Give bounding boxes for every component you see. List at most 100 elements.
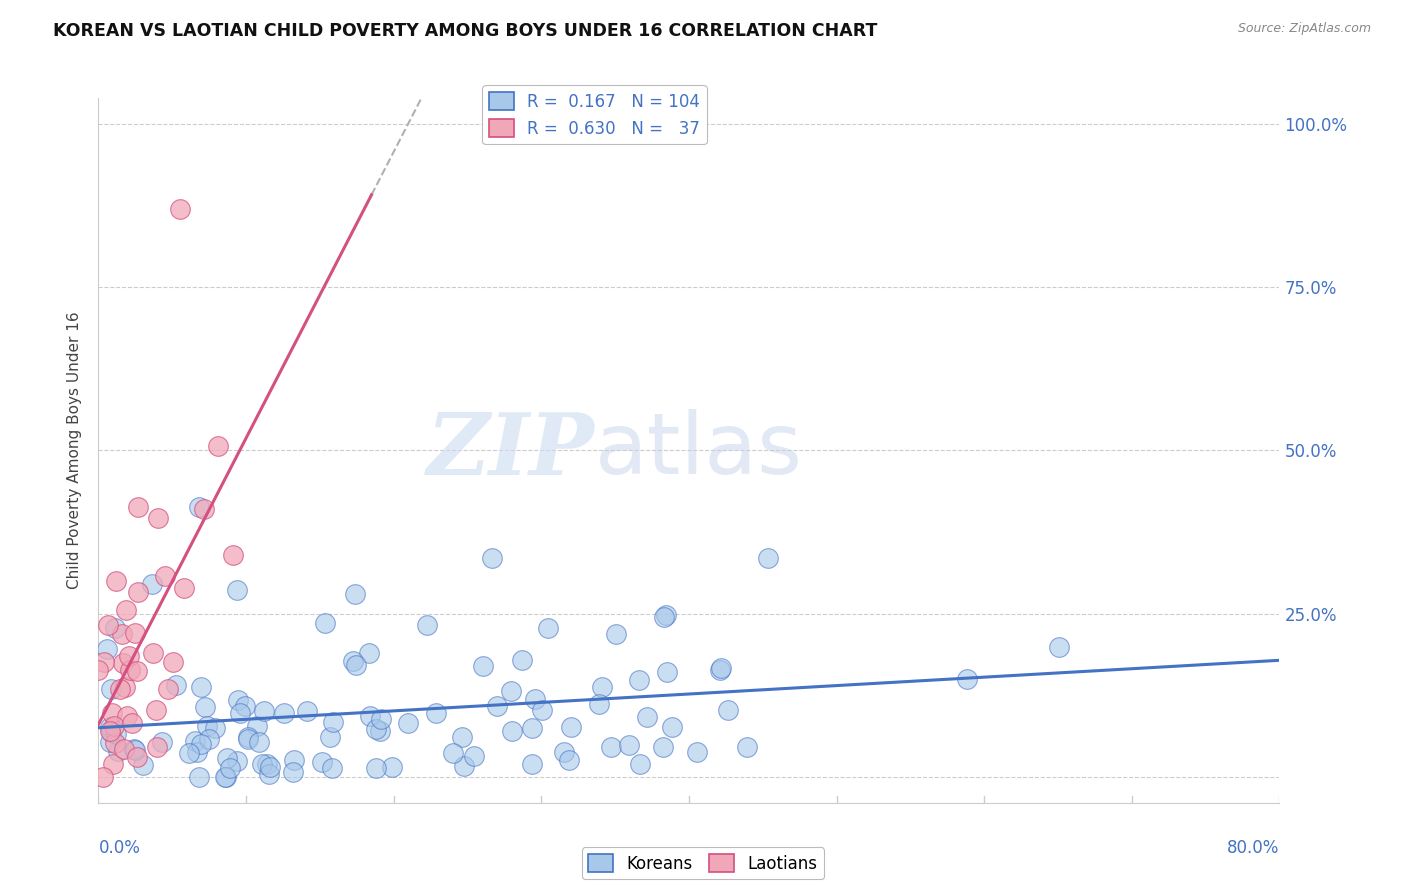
Text: 0.0%: 0.0%: [98, 838, 141, 856]
Point: [246, 719, 269, 733]
Point: [219, 760, 242, 774]
Point: [215, 770, 238, 784]
Point: [173, 581, 195, 595]
Point: [100, 725, 122, 739]
Point: [553, 745, 575, 759]
Point: [247, 735, 270, 749]
Point: [100, 682, 122, 697]
Point: [188, 500, 211, 514]
Text: KOREAN VS LAOTIAN CHILD POVERTY AMONG BOYS UNDER 16 CORRELATION CHART: KOREAN VS LAOTIAN CHILD POVERTY AMONG BO…: [53, 22, 877, 40]
Point: [204, 721, 226, 735]
Point: [127, 500, 149, 514]
Point: [396, 716, 419, 731]
Point: [628, 757, 651, 772]
Point: [121, 716, 143, 731]
Point: [591, 680, 613, 694]
Point: [655, 607, 678, 622]
Point: [366, 761, 388, 775]
Point: [463, 748, 485, 763]
Point: [501, 723, 523, 738]
Point: [226, 693, 249, 707]
Point: [120, 663, 142, 677]
Point: [599, 739, 621, 754]
Point: [150, 735, 173, 749]
Point: [253, 704, 276, 718]
Point: [96, 641, 118, 656]
Point: [97, 618, 120, 632]
Point: [131, 758, 153, 772]
Point: [91, 770, 114, 784]
Point: [100, 706, 122, 720]
Point: [617, 738, 640, 752]
Point: [311, 756, 333, 770]
Point: [501, 683, 523, 698]
Point: [193, 700, 215, 714]
Point: [104, 622, 127, 636]
Point: [104, 727, 127, 741]
Point: [605, 627, 627, 641]
Point: [214, 770, 236, 784]
Point: [560, 720, 582, 734]
Point: [314, 615, 336, 630]
Point: [661, 720, 683, 734]
Point: [93, 655, 115, 669]
Point: [481, 550, 503, 565]
Point: [193, 501, 215, 516]
Point: [710, 661, 733, 675]
Point: [115, 708, 138, 723]
Point: [169, 202, 191, 216]
Point: [281, 765, 304, 780]
Point: [162, 655, 184, 669]
Legend: R =  0.167   N = 104, R =  0.630   N =   37: R = 0.167 N = 104, R = 0.630 N = 37: [482, 86, 707, 145]
Point: [381, 760, 404, 774]
Point: [236, 732, 259, 747]
Point: [717, 703, 740, 717]
Point: [98, 724, 121, 739]
Point: [756, 551, 779, 566]
Point: [686, 745, 709, 759]
Point: [207, 439, 229, 453]
Point: [101, 756, 124, 771]
Point: [709, 663, 731, 677]
Point: [735, 739, 758, 754]
Point: [226, 754, 249, 768]
Point: [472, 658, 495, 673]
Point: [215, 751, 238, 765]
Point: [319, 730, 342, 744]
Point: [146, 740, 169, 755]
Point: [142, 646, 165, 660]
Point: [165, 678, 187, 692]
Point: [453, 758, 475, 772]
Point: [228, 706, 250, 720]
Point: [190, 737, 212, 751]
Point: [87, 663, 110, 677]
Point: [124, 625, 146, 640]
Point: [105, 574, 128, 588]
Point: [558, 753, 581, 767]
Point: [520, 756, 543, 771]
Point: [187, 770, 209, 784]
Point: [257, 767, 280, 781]
Point: [236, 730, 259, 744]
Point: [295, 704, 318, 718]
Point: [225, 582, 247, 597]
Point: [195, 718, 218, 732]
Point: [190, 680, 212, 694]
Point: [114, 742, 136, 756]
Point: [1047, 640, 1070, 654]
Point: [531, 703, 554, 717]
Point: [370, 724, 392, 739]
Point: [342, 654, 364, 668]
Point: [115, 603, 138, 617]
Point: [125, 664, 148, 678]
Point: [141, 577, 163, 591]
Point: [524, 692, 547, 706]
Point: [416, 618, 439, 632]
Point: [486, 698, 509, 713]
Point: [179, 746, 201, 760]
Point: [588, 697, 610, 711]
Point: [124, 743, 146, 757]
Point: [98, 735, 121, 749]
Text: 80.0%: 80.0%: [1227, 838, 1279, 856]
Text: atlas: atlas: [595, 409, 803, 492]
